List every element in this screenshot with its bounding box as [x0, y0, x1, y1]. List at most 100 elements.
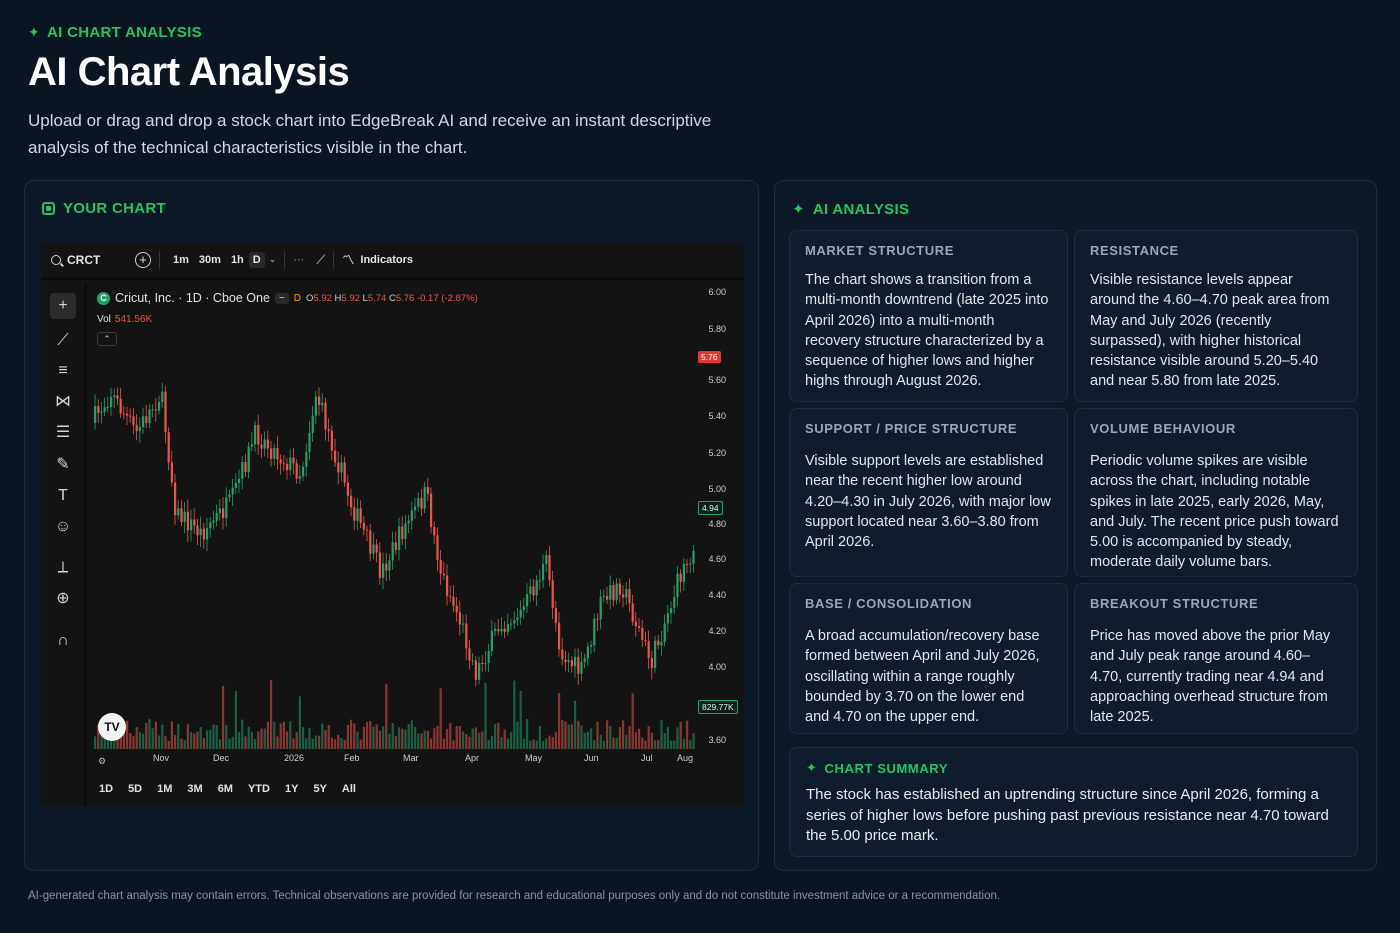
- chevron-down-icon[interactable]: ⌄: [268, 254, 277, 264]
- pattern-icon[interactable]: ⋈: [55, 393, 71, 410]
- candle-body: [225, 497, 228, 519]
- candle-body: [145, 416, 148, 424]
- toolbar-divider: [333, 250, 335, 269]
- chart-icon: [42, 202, 55, 215]
- candle-body: [289, 457, 292, 471]
- candle-style-icon[interactable]: ⟋: [316, 251, 326, 267]
- volume-bar: [641, 737, 644, 749]
- volume-bar: [158, 735, 161, 749]
- range-6m[interactable]: 6M: [217, 783, 233, 795]
- volume-bar: [372, 726, 375, 749]
- your-chart-header: YOUR CHART: [42, 200, 166, 217]
- volume-bar: [129, 732, 132, 749]
- interval-1m[interactable]: 1m: [173, 253, 189, 266]
- volume-bar: [583, 732, 586, 749]
- emoji-icon[interactable]: ☺: [54, 518, 72, 535]
- price-axis[interactable]: 6.00 5.80 5.76 5.60 5.40 5.20 5.00 4.94 …: [696, 283, 744, 766]
- range-1m[interactable]: 1M: [157, 783, 173, 795]
- candle-body: [446, 575, 449, 596]
- volume-bar: [177, 724, 180, 749]
- forecast-icon[interactable]: ☰: [55, 424, 71, 441]
- candle-body: [599, 596, 602, 620]
- candle-body: [417, 498, 420, 507]
- candle-body: [689, 563, 692, 565]
- candle-body: [478, 662, 481, 680]
- volume-bar: [522, 738, 525, 749]
- chart-style-icon[interactable]: ⋯: [293, 254, 305, 266]
- candle-body: [234, 483, 237, 488]
- indicators-button[interactable]: 〽 Indicators: [342, 251, 413, 268]
- volume-bar: [292, 738, 295, 749]
- volume-bar: [135, 727, 138, 749]
- card-body: Price has moved above the prior May and …: [1090, 628, 1331, 726]
- summary-body: The stock has established an uptrending …: [806, 786, 1329, 844]
- candle-body: [490, 631, 493, 652]
- symbol-search[interactable]: CRCT: [41, 253, 133, 267]
- interval-30m[interactable]: 30m: [198, 253, 221, 266]
- volume-bar: [574, 700, 577, 749]
- range-1d[interactable]: 1D: [99, 783, 114, 795]
- volume-bar: [196, 731, 199, 749]
- range-3m[interactable]: 3M: [187, 783, 203, 795]
- candle-body: [94, 406, 97, 423]
- candle-body: [327, 429, 330, 431]
- range-5d[interactable]: 5D: [128, 783, 143, 795]
- candle-body: [596, 618, 599, 620]
- legend-minus-chip[interactable]: −: [274, 292, 289, 304]
- interval-1h[interactable]: 1h: [230, 253, 244, 266]
- candle-body: [263, 439, 266, 449]
- volume-bar: [577, 720, 580, 749]
- candle-body: [106, 407, 109, 409]
- crosshair-icon[interactable]: +: [50, 293, 76, 319]
- time-axis[interactable]: Nov Dec 2026 Feb Mar Apr May Jun Jul Aug: [90, 749, 696, 767]
- range-5y[interactable]: 5Y: [313, 783, 327, 795]
- chart-toolbar: CRCT + 1m 30m 1h D ⌄ ⋯ ⟋ 〽 Indicators: [41, 242, 744, 280]
- range-1y[interactable]: 1Y: [284, 783, 299, 795]
- candle-body: [218, 508, 221, 513]
- candle-body: [100, 411, 103, 413]
- candle-body: [212, 520, 215, 523]
- candle-body: [193, 519, 196, 526]
- volume-bar: [612, 737, 615, 749]
- volume-bar: [513, 680, 516, 749]
- range-ytd[interactable]: YTD: [247, 783, 270, 795]
- fib-lines-icon[interactable]: ≡: [58, 362, 68, 379]
- candle-body: [574, 656, 577, 667]
- trendline-icon[interactable]: ⟋: [57, 332, 69, 349]
- volume-bar: [625, 734, 628, 749]
- candle-body: [497, 628, 500, 632]
- candle-body: [615, 583, 618, 601]
- volume-bar: [494, 724, 497, 749]
- volume-bar: [686, 720, 689, 749]
- interval-d[interactable]: D: [248, 251, 265, 268]
- volume-bar: [385, 684, 388, 749]
- volume-bar: [241, 719, 244, 749]
- volume-bar: [378, 730, 381, 749]
- volume-bar: [282, 721, 285, 749]
- candle-body: [97, 406, 100, 413]
- volume-bar: [426, 730, 429, 749]
- volume-bar: [382, 726, 385, 749]
- text-icon[interactable]: T: [58, 487, 68, 504]
- candle-body: [244, 461, 247, 473]
- compare-add-icon[interactable]: +: [135, 251, 151, 268]
- tradingview-logo[interactable]: TV: [98, 713, 126, 741]
- gear-icon[interactable]: ⚙: [98, 756, 107, 766]
- volume-bar: [260, 728, 263, 749]
- candle-body: [183, 511, 186, 523]
- range-all[interactable]: All: [341, 783, 356, 795]
- volume-bar: [538, 725, 541, 749]
- legend-collapse-button[interactable]: ⌃: [97, 332, 117, 346]
- candle-body: [334, 450, 337, 463]
- volume-label: Vol: [97, 314, 111, 325]
- brush-icon[interactable]: ✎: [56, 456, 70, 473]
- ruler-icon[interactable]: ⟂: [57, 559, 69, 576]
- card-title: BREAKOUT STRUCTURE: [1090, 596, 1259, 611]
- candle-body: [641, 627, 644, 640]
- candlestick-plot[interactable]: [90, 283, 696, 766]
- price-tick: 5.20: [708, 448, 726, 458]
- candle-body: [586, 646, 589, 659]
- magnet-icon[interactable]: ∩: [57, 632, 69, 649]
- zoom-icon[interactable]: ⊕: [56, 590, 70, 607]
- candle-body: [522, 606, 525, 610]
